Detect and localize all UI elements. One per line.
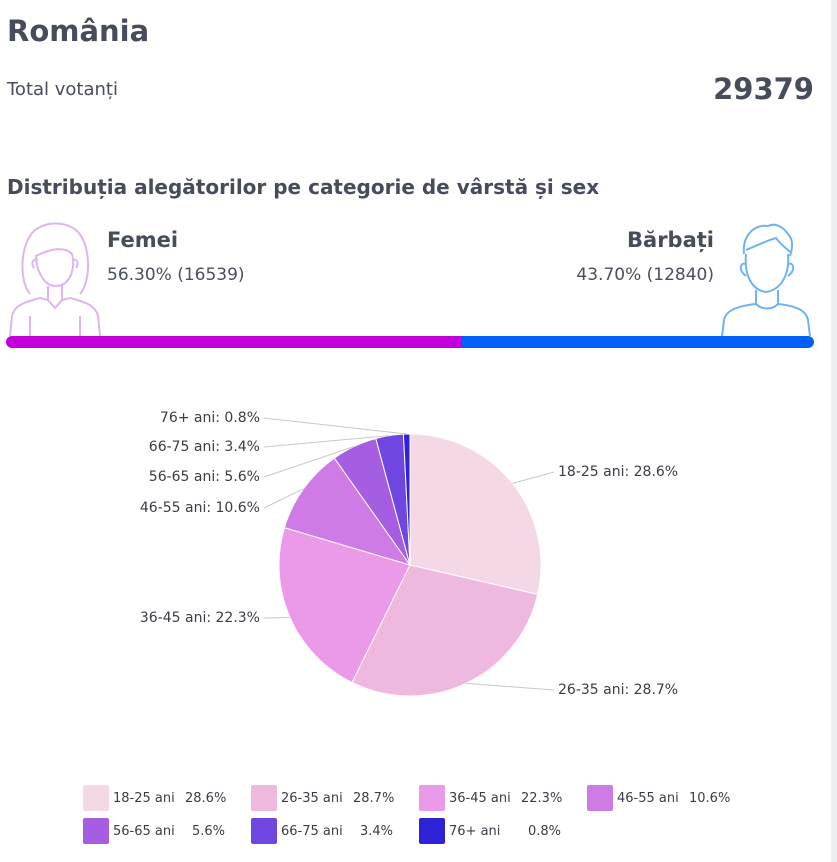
man-avatar-icon xyxy=(721,223,811,337)
pie-slice-26-35-ani[interactable] xyxy=(351,564,539,697)
leader-line xyxy=(263,616,290,619)
pie-slice-label: 76+ ani: 0.8% xyxy=(160,410,260,426)
pie-slice-label: 36-45 ani: 22.3% xyxy=(140,610,260,626)
leader-line xyxy=(263,488,304,509)
legend-percent: 28.6% xyxy=(185,790,227,806)
female-stat: 56.30% (16539) xyxy=(107,265,245,285)
legend-item[interactable]: 56-65 ani 5.6% xyxy=(83,818,225,844)
distribution-section-title: Distribuția alegătorilor pe categorie de… xyxy=(7,175,600,199)
legend-percent: 3.4% xyxy=(359,823,393,839)
leader-line xyxy=(466,682,555,691)
female-label: Femei xyxy=(107,228,179,252)
legend-item[interactable]: 46-55 ani 10.6% xyxy=(587,785,731,811)
legend-percent: 5.6% xyxy=(191,823,225,839)
legend-swatch xyxy=(587,785,613,811)
legend-label: 56-65 ani xyxy=(113,823,175,839)
leader-line xyxy=(263,445,355,478)
legend-swatch xyxy=(83,785,109,811)
pie-slice-label: 56-65 ani: 5.6% xyxy=(149,469,260,485)
total-voters-value: 29379 xyxy=(713,72,814,106)
legend-label: 46-55 ani xyxy=(617,790,679,806)
age-distribution-pie-chart: 18-25 ani: 28.6% 26-35 ani: 28.7% 36-45 an… xyxy=(140,410,678,698)
leader-line xyxy=(263,417,407,435)
legend-swatch xyxy=(83,818,109,844)
legend-item[interactable]: 66-75 ani 3.4% xyxy=(251,818,393,844)
legend-item[interactable]: 26-35 ani 28.7% xyxy=(251,785,395,811)
legend-item[interactable]: 18-25 ani 28.6% xyxy=(83,785,227,811)
woman-avatar-icon xyxy=(9,222,101,337)
pie-slice-label: 18-25 ani: 28.6% xyxy=(558,464,678,480)
legend-label: 36-45 ani xyxy=(449,790,511,806)
gender-split-bar xyxy=(6,336,814,348)
legend-label: 18-25 ani xyxy=(113,790,175,806)
legend-percent: 10.6% xyxy=(689,790,731,806)
leader-line xyxy=(512,471,555,484)
leader-line xyxy=(263,435,390,448)
total-voters-label: Total votanți xyxy=(7,79,118,100)
female-share-bar xyxy=(6,336,461,348)
legend-label: 76+ ani xyxy=(449,823,501,839)
legend-swatch xyxy=(251,785,277,811)
pie-slice-18-25-ani[interactable] xyxy=(409,433,542,595)
legend-percent: 22.3% xyxy=(521,790,563,806)
pie-slice-label: 66-75 ani: 3.4% xyxy=(149,439,260,455)
legend-swatch xyxy=(419,818,445,844)
right-edge-scrollbar[interactable] xyxy=(831,0,837,862)
pie-slice-46-55-ani[interactable] xyxy=(283,457,412,566)
male-stat: 43.70% (12840) xyxy=(576,265,714,285)
pie-slice-label: 26-35 ani: 28.7% xyxy=(558,682,678,698)
legend-label: 26-35 ani xyxy=(281,790,343,806)
legend-item[interactable]: 76+ ani 0.8% xyxy=(419,818,561,844)
legend-swatch xyxy=(251,818,277,844)
male-label: Bărbați xyxy=(627,228,714,252)
legend-item[interactable]: 36-45 ani 22.3% xyxy=(419,785,563,811)
pie-slice-label: 46-55 ani: 10.6% xyxy=(140,500,260,516)
legend-percent: 0.8% xyxy=(527,823,561,839)
legend-label: 66-75 ani xyxy=(281,823,343,839)
legend-percent: 28.7% xyxy=(353,790,395,806)
pie-slice-36-45-ani[interactable] xyxy=(278,527,411,684)
legend-swatch xyxy=(419,785,445,811)
male-share-bar xyxy=(460,336,814,348)
page-title: România xyxy=(7,14,150,48)
